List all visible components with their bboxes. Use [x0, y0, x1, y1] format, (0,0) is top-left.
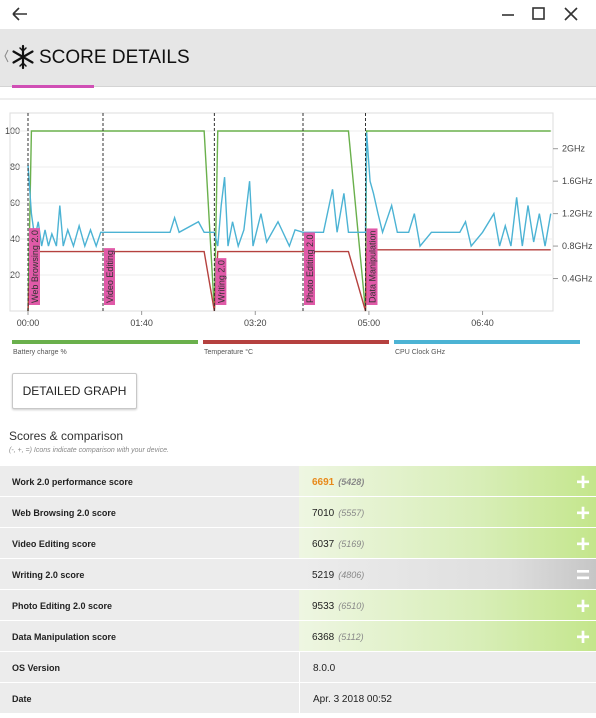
comparison-icon: +: [575, 531, 590, 558]
info-label: Date: [12, 694, 32, 704]
score-compare: (5112): [338, 632, 364, 642]
legend-label: Temperature °C: [204, 348, 253, 356]
info-value: 8.0.0: [313, 663, 336, 674]
test-label-bg: [366, 228, 378, 305]
test-label-bg: [304, 232, 315, 305]
x-tick-label: 00:00: [17, 318, 40, 328]
x-tick-label: 01:40: [130, 318, 153, 328]
score-compare: (4806): [338, 570, 365, 580]
page-title: SCORE DETAILS: [39, 47, 190, 68]
y2-tick-label: 0.8GHz: [562, 241, 593, 251]
score-cell: 6037 (5169) +: [299, 528, 596, 558]
test-label-text: Video Editing: [105, 250, 115, 303]
comparison-icon: =: [575, 562, 590, 589]
info-cell: Apr. 3 2018 00:52: [299, 683, 596, 713]
test-label: Data Manipulation: [366, 228, 378, 305]
test-label-bg: [104, 248, 115, 305]
window-controls: [12, 7, 578, 21]
test-label-bg: [215, 258, 227, 305]
score-table: Work 2.0 performance score 6691 (5428) + Web…: [0, 466, 596, 714]
score-cell: 6691 (5428) +: [299, 466, 596, 496]
score-label: Photo Editing 2.0 score: [12, 601, 113, 611]
series-line: [27, 130, 551, 312]
score-label: Work 2.0 performance score: [12, 477, 133, 487]
score-row: Photo Editing 2.0 score 9533 (6510) +: [0, 590, 596, 621]
info-row: Date Apr. 3 2018 00:52: [0, 683, 596, 714]
score-value: 5219 (4806): [312, 570, 365, 581]
score-compare: (5428): [338, 477, 365, 487]
test-label-text: Web Browsing 2.0: [30, 230, 40, 303]
score-cell: 6368 (5112) +: [299, 621, 596, 651]
score-label: Web Browsing 2.0 score: [12, 508, 116, 518]
section-note: (-, +, =) Icons indicate comparison with…: [9, 447, 169, 454]
score-row: Data Manipulation score 6368 (5112) +: [0, 621, 596, 652]
legend-swatch: [394, 340, 580, 344]
score-value: 6368 (5112): [312, 632, 364, 643]
close-button[interactable]: [564, 7, 578, 21]
score-cell: 9533 (6510) +: [299, 590, 596, 620]
test-label-text: Data Manipulation: [368, 230, 378, 303]
score-label: Video Editing score: [12, 539, 96, 549]
y2-tick-label: 0.4GHz: [562, 274, 593, 284]
app-icon: [4, 44, 34, 70]
info-cell: 8.0.0: [299, 652, 596, 682]
y2-tick-label: 2GHz: [562, 144, 586, 154]
x-tick-label: 05:00: [358, 318, 381, 328]
score-label: Data Manipulation score: [12, 632, 117, 642]
score-compare: (5169): [338, 539, 365, 549]
test-label: Photo Editing 2.0: [304, 232, 315, 305]
tab-indicator: [12, 85, 94, 88]
detailed-graph-button[interactable]: DETAILED GRAPH: [12, 373, 137, 409]
x-tick-label: 06:40: [471, 318, 494, 328]
back-button[interactable]: [12, 7, 27, 21]
score-cell: 7010 (5557) +: [299, 497, 596, 527]
score-row: Writing 2.0 score 5219 (4806) =: [0, 559, 596, 590]
test-label-text: Writing 2.0: [216, 260, 226, 303]
info-row: OS Version 8.0.0: [0, 652, 596, 683]
info-label: OS Version: [12, 663, 61, 673]
series-line: [27, 249, 551, 312]
legend-swatch: [203, 340, 389, 344]
comparison-icon: +: [575, 624, 590, 651]
score-value: 9533 (6510): [312, 601, 365, 612]
comparison-icon: +: [575, 500, 590, 527]
score-value: 7010 (5557): [312, 508, 365, 519]
score-row: Web Browsing 2.0 score 7010 (5557) +: [0, 497, 596, 528]
score-row: Work 2.0 performance score 6691 (5428) +: [0, 466, 596, 497]
legend-swatch: [12, 340, 198, 344]
test-label: Writing 2.0: [215, 258, 227, 305]
y2-tick-label: 1.6GHz: [562, 176, 593, 186]
score-cell: 5219 (4806) =: [299, 559, 596, 589]
header: [0, 29, 596, 87]
test-label: Video Editing: [104, 248, 115, 305]
comparison-icon: +: [575, 593, 590, 620]
test-label-text: Photo Editing 2.0: [305, 234, 315, 303]
score-compare: (6510): [338, 601, 365, 611]
score-row: Video Editing score 6037 (5169) +: [0, 528, 596, 559]
window-bar: [0, 0, 596, 29]
test-label: Web Browsing 2.0: [29, 228, 40, 305]
x-tick-label: 03:20: [244, 318, 267, 328]
section-title: Scores & comparison: [9, 429, 124, 443]
maximize-button[interactable]: [532, 7, 545, 20]
score-compare: (5557): [338, 508, 365, 518]
legend-label: Battery charge %: [13, 349, 67, 356]
info-value: Apr. 3 2018 00:52: [313, 694, 392, 705]
score-value: 6691 (5428): [312, 477, 365, 488]
legend-label: CPU Clock GHz: [395, 349, 446, 356]
chart: 204060801000.4GHz0.8GHz1.2GHz1.6GHz2GHz0…: [0, 98, 596, 356]
score-value: 6037 (5169): [312, 539, 365, 550]
series-line: [27, 132, 552, 249]
y2-tick-label: 1.2GHz: [562, 209, 593, 219]
test-label-bg: [29, 228, 40, 305]
score-label: Writing 2.0 score: [12, 570, 85, 580]
comparison-icon: +: [575, 469, 590, 496]
plot-frame: [9, 112, 554, 312]
